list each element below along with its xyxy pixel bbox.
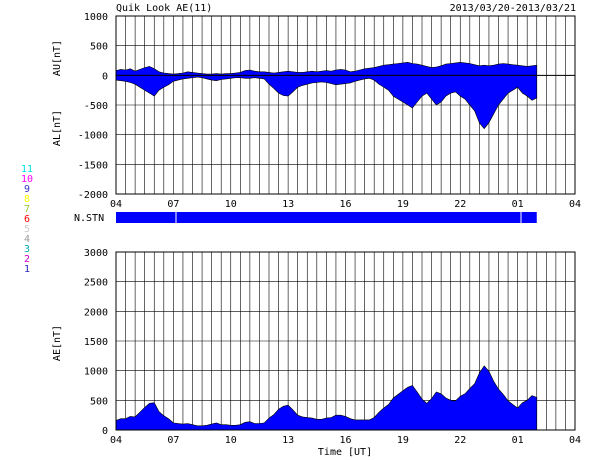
station-legend-item: 6	[24, 214, 30, 225]
ae-series-area	[115, 365, 538, 431]
au-al-ytick-label: -2000	[78, 190, 108, 201]
nstn-label: N.STN	[74, 213, 104, 224]
station-legend-item: 4	[24, 234, 30, 245]
au-al-plot-frame	[115, 15, 576, 195]
au-al-xtick-label: 13	[282, 199, 294, 210]
station-legend-item: 5	[24, 224, 30, 235]
date-range: 2013/03/20-2013/03/21	[450, 3, 576, 14]
au-al-y-ticks: 1000 500 0 -500 -1000 -1500 -2000	[78, 12, 108, 201]
ae-ytick-label: 2500	[84, 278, 108, 289]
station-legend-item: 2	[24, 254, 30, 265]
au-al-xtick-label: 01	[512, 199, 524, 210]
ae-ytick-label: 0	[102, 426, 108, 437]
au-al-ytick-label: 1000	[84, 12, 108, 23]
ae-xtick-label: 10	[225, 435, 237, 446]
au-al-ytick-label: -1500	[78, 160, 108, 171]
ae-plot-frame	[115, 251, 576, 431]
ae-xtick-label: 16	[339, 435, 351, 446]
ae-xtick-label: 04	[110, 435, 122, 446]
station-legend-item: 3	[24, 244, 30, 255]
ae-xtick-label: 07	[167, 435, 179, 446]
ae-ytick-label: 3000	[84, 248, 108, 259]
au-al-xtick-label: 16	[339, 199, 351, 210]
nstn-strip: N.STN	[74, 212, 537, 224]
au-al-ytick-label: -1000	[78, 131, 108, 142]
au-al-panel: 1000 500 0 -500 -1000 -1500 -2000 04 07 10 13 16 19…	[52, 12, 581, 210]
au-al-ytick-label: 0	[102, 71, 108, 82]
ae-ytick-label: 2000	[84, 307, 108, 318]
station-legend-item: 8	[24, 194, 30, 205]
ae-xtick-label: 13	[282, 435, 294, 446]
nstn-bar	[116, 212, 537, 223]
ae-xtick-label: 19	[397, 435, 409, 446]
ae-axis-label: AE[nT]	[52, 325, 63, 361]
au-al-xtick-label: 04	[569, 199, 581, 210]
ae-ytick-label: 500	[90, 396, 108, 407]
chart-title: Quik Look AE(11)	[116, 3, 212, 14]
au-al-ytick-label: -500	[84, 101, 108, 112]
al-series-area	[115, 75, 538, 130]
au-al-xtick-label: 07	[167, 199, 179, 210]
au-axis-label: AU[nT]	[52, 40, 63, 76]
ae-ytick-label: 1500	[84, 337, 108, 348]
au-al-xtick-label: 19	[397, 199, 409, 210]
station-legend-item: 11	[21, 164, 33, 175]
au-al-grid	[116, 15, 575, 195]
au-al-x-ticks: 04 07 10 13 16 19 22 01 04	[110, 199, 581, 210]
ae-xtick-label: 01	[512, 435, 524, 446]
ae-x-ticks: 04 07 10 13 16 19 22 01 04	[110, 435, 581, 446]
ae-y-ticks: 3000 2500 2000 1500 1000 500 0	[84, 248, 108, 437]
au-series-area	[115, 61, 538, 76]
au-al-xtick-label: 04	[110, 199, 122, 210]
station-legend-item: 1	[24, 264, 30, 275]
ae-xtick-label: 22	[454, 435, 466, 446]
au-al-ytick-label: 500	[90, 42, 108, 53]
ae-ytick-label: 1000	[84, 367, 108, 378]
ae-xtick-label: 04	[569, 435, 581, 446]
station-legend-item: 9	[24, 184, 30, 195]
au-al-xtick-label: 22	[454, 199, 466, 210]
station-legend-item: 10	[21, 174, 33, 185]
au-al-xtick-label: 10	[225, 199, 237, 210]
x-axis-label: Time [UT]	[318, 447, 372, 458]
station-legend-item: 7	[24, 204, 30, 215]
al-axis-label: AL[nT]	[52, 110, 63, 146]
